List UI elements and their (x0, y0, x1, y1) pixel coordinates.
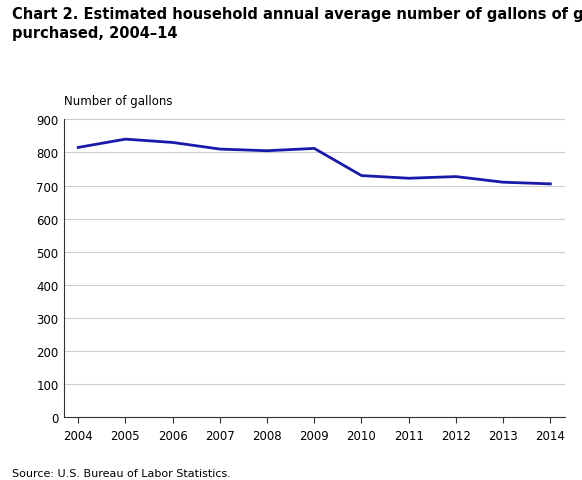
Text: Source: U.S. Bureau of Labor Statistics.: Source: U.S. Bureau of Labor Statistics. (12, 468, 230, 478)
Text: Number of gallons: Number of gallons (64, 95, 172, 108)
Text: Chart 2. Estimated household annual average number of gallons of gasoline
purcha: Chart 2. Estimated household annual aver… (12, 7, 582, 41)
